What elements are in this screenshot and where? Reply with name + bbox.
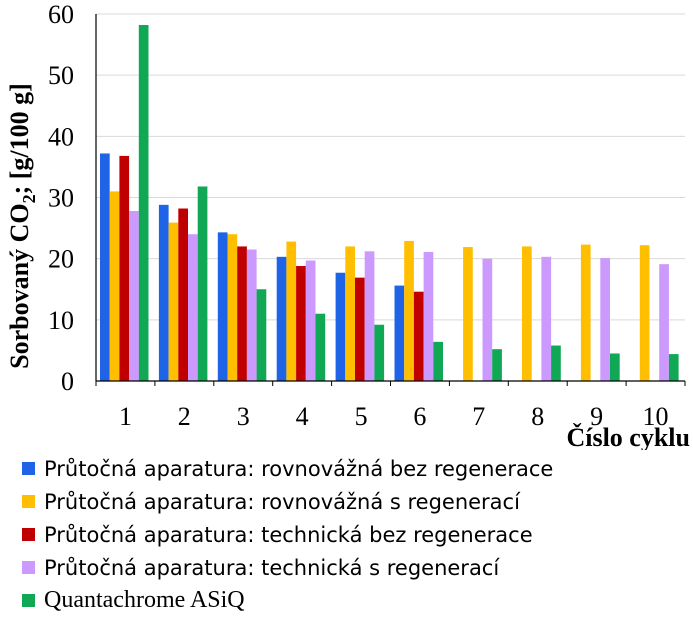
bar-3-cycle-6	[413, 291, 424, 381]
bar-2-cycle-10	[639, 245, 650, 381]
legend: Průtočná aparatura: rovnovážná bez regen…	[22, 452, 553, 617]
bar-1-cycle-2	[158, 204, 169, 381]
x-tick-label: 4	[296, 402, 309, 431]
x-tick-labels: 1 2 3 4 5 6 7 8 9 10	[119, 402, 669, 431]
bar-1-cycle-3	[217, 232, 228, 381]
bar-3-cycle-2	[178, 208, 188, 381]
bar-4-cycle-9	[600, 258, 610, 381]
bar-3-cycle-3	[237, 246, 247, 381]
bar-5-cycle-8	[551, 345, 561, 381]
bar-5-cycle-2	[197, 186, 208, 381]
x-tick-label: 9	[590, 402, 603, 431]
bar-2-cycle-1	[109, 191, 120, 381]
bar-4-cycle-4	[305, 260, 316, 381]
bar-3-cycle-5	[355, 277, 365, 381]
y-tick-label: 40	[48, 122, 74, 151]
y-tick-labels: 0 10 20 30 40 50 60	[48, 0, 74, 396]
bar-4-cycle-6	[423, 251, 434, 381]
x-tick-label: 5	[355, 402, 368, 431]
x-tick-label: 7	[472, 402, 485, 431]
bar-1-cycle-5	[335, 272, 346, 381]
bar-2-cycle-4	[286, 241, 297, 381]
legend-swatch	[22, 594, 35, 607]
bar-4-cycle-3	[246, 249, 257, 381]
bar-5-cycle-5	[374, 324, 385, 381]
bar-2-cycle-2	[168, 222, 179, 381]
x-tick-label: 8	[531, 402, 544, 431]
bar-3-cycle-1	[119, 155, 130, 381]
legend-label: Průtočná aparatura: technická s regenera…	[44, 555, 500, 580]
legend-item: Průtočná aparatura: technická bez regene…	[22, 518, 553, 551]
bars	[100, 25, 679, 381]
bar-5-cycle-6	[433, 341, 443, 381]
bar-chart: 0 10 20 30 40 50 60 1 2 3 4 5 6 7 8 9 10 Sorbovaný CO2;…	[5, 0, 690, 450]
x-tick-label: 2	[178, 402, 191, 431]
y-tick-label: 10	[48, 306, 74, 335]
y-tick-label: 60	[48, 0, 74, 29]
x-tick-label: 1	[119, 402, 132, 431]
bar-5-cycle-3	[256, 289, 267, 381]
bar-1-cycle-1	[100, 153, 110, 381]
legend-label: Quantachrome ASiQ	[44, 587, 245, 613]
x-tick-label: 10	[643, 402, 669, 431]
bar-2-cycle-5	[345, 246, 355, 381]
x-tick-label: 6	[413, 402, 426, 431]
legend-item: Průtočná aparatura: rovnovážná bez regen…	[22, 452, 553, 485]
x-axis-title: Číslo cyklu	[566, 423, 690, 450]
bar-1-cycle-4	[276, 256, 287, 381]
y-tick-label: 30	[48, 184, 74, 213]
bar-4-cycle-5	[364, 251, 375, 381]
legend-item: Průtočná aparatura: rovnovážná s regener…	[22, 485, 553, 518]
bar-5-cycle-1	[138, 25, 149, 381]
y-tick-label: 20	[48, 245, 74, 274]
bar-5-cycle-10	[668, 354, 679, 381]
bar-3-cycle-4	[296, 266, 306, 381]
bar-4-cycle-10	[659, 264, 669, 381]
bar-2-cycle-3	[227, 234, 238, 381]
legend-swatch	[22, 528, 35, 541]
legend-swatch	[22, 462, 35, 475]
bar-4-cycle-1	[129, 210, 139, 381]
bar-5-cycle-9	[610, 353, 620, 381]
y-axis-title: Sorbovaný CO2; [g/100 g]	[5, 83, 39, 369]
legend-item: Quantachrome ASiQ	[22, 584, 553, 617]
bar-4-cycle-8	[541, 256, 552, 381]
bar-1-cycle-6	[394, 285, 405, 381]
y-tick-label: 50	[48, 61, 74, 90]
bar-5-cycle-4	[315, 313, 326, 381]
bar-2-cycle-7	[463, 247, 473, 381]
legend-label: Průtočná aparatura: rovnovážná bez regen…	[44, 456, 554, 481]
legend-label: Průtočná aparatura: technická bez regene…	[44, 522, 533, 547]
x-tick-label: 3	[237, 402, 250, 431]
y-tick-label: 0	[61, 367, 74, 396]
bar-2-cycle-9	[580, 244, 591, 381]
bar-2-cycle-8	[522, 246, 532, 381]
legend-swatch	[22, 495, 35, 508]
legend-label: Průtočná aparatura: rovnovážná s regener…	[44, 489, 520, 514]
legend-item: Průtočná aparatura: technická s regenera…	[22, 551, 553, 584]
bar-2-cycle-6	[404, 240, 414, 381]
axes	[95, 14, 686, 386]
bar-5-cycle-7	[492, 349, 502, 381]
legend-swatch	[22, 561, 35, 574]
bar-4-cycle-7	[482, 258, 493, 381]
bar-4-cycle-2	[188, 234, 198, 381]
